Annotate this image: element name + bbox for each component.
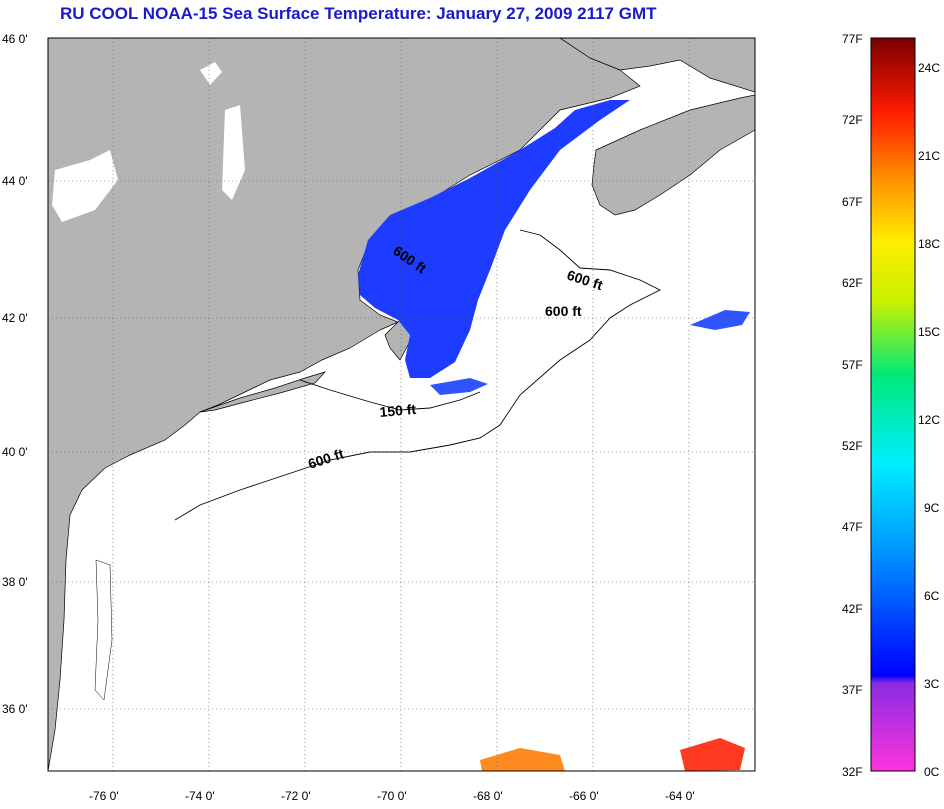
colorbar-f-label: 77F [842, 32, 863, 46]
lat-label: 40 0' [2, 445, 28, 459]
lon-label: -68 0' [473, 789, 503, 803]
contour-line-outer [174, 229, 662, 521]
lon-label: -64 0' [665, 789, 695, 803]
lat-label: 38 0' [2, 575, 28, 589]
lon-label: -72 0' [281, 789, 311, 803]
lon-label: -76 0' [89, 789, 119, 803]
lon-label: -70 0' [377, 789, 407, 803]
lake-white [200, 62, 222, 85]
latitude-labels: 46 0' 44 0' 42 0' 40 0' 38 0' 36 0' [2, 32, 28, 716]
colorbar-c-label: 12C [918, 413, 940, 427]
land-mainland [48, 38, 641, 771]
lake-white-2 [222, 105, 245, 200]
warm-spot-south-2 [480, 748, 565, 771]
lat-label: 42 0' [2, 311, 28, 325]
colorbar-c-label: 24C [918, 61, 940, 75]
contour-label-150ft: 150 ft [379, 401, 417, 420]
contour-line-inner [299, 379, 481, 411]
land-canada-north [559, 38, 755, 93]
colorbar-c-label: 0C [924, 765, 940, 779]
colorbar-f-label: 32F [842, 765, 863, 779]
longitude-labels: -76 0' -74 0' -72 0' -70 0' -68 0' -66 0… [89, 789, 695, 803]
contour-label-600ft-c: 600 ft [545, 303, 582, 319]
colorbar-gradient [870, 37, 916, 772]
colorbar-f-label: 37F [842, 683, 863, 697]
colorbar-c-label: 21C [918, 149, 940, 163]
colorbar-f-label: 62F [842, 276, 863, 290]
colorbar-f-label: 67F [842, 195, 863, 209]
colorbar-fahrenheit-labels: 77F 72F 67F 62F 57F 52F 47F 42F 37F 32F [842, 32, 863, 779]
cold-water-gulf-of-maine [358, 100, 630, 378]
colorbar-f-label: 47F [842, 520, 863, 534]
colorbar-c-label: 9C [924, 501, 940, 515]
lon-label: -74 0' [185, 789, 215, 803]
colorbar-f-label: 72F [842, 113, 863, 127]
colorbar-c-label: 15C [918, 325, 940, 339]
colorbar-f-label: 52F [842, 439, 863, 453]
colorbar-c-label: 6C [924, 589, 940, 603]
map-area: 600 ft 600 ft 600 ft 150 ft 600 ft 46 0'… [2, 32, 756, 803]
warm-spot-south [680, 738, 745, 771]
colorbar-f-label: 42F [842, 602, 863, 616]
colorbar-f-label: 57F [842, 358, 863, 372]
lat-label: 44 0' [2, 174, 28, 188]
land-long-island [199, 371, 327, 413]
land-nova-scotia [591, 94, 755, 216]
cold-water-gb [430, 378, 488, 395]
lake-white-3 [52, 150, 118, 222]
colorbar-c-label: 18C [918, 237, 940, 251]
lat-label: 36 0' [2, 702, 28, 716]
chart-title: RU COOL NOAA-15 Sea Surface Temperature:… [60, 4, 657, 23]
map-frame [47, 37, 756, 772]
colorbar: 77F 72F 67F 62F 57F 52F 47F 42F 37F 32F … [842, 32, 940, 779]
colorbar-celsius-labels: 24C 21C 18C 15C 12C 9C 6C 3C 0C [918, 61, 940, 779]
lon-label: -66 0' [569, 789, 599, 803]
lat-label: 46 0' [2, 32, 28, 46]
bay-chesapeake [94, 559, 113, 701]
colorbar-c-label: 3C [924, 677, 940, 691]
cold-water-east [690, 310, 750, 330]
